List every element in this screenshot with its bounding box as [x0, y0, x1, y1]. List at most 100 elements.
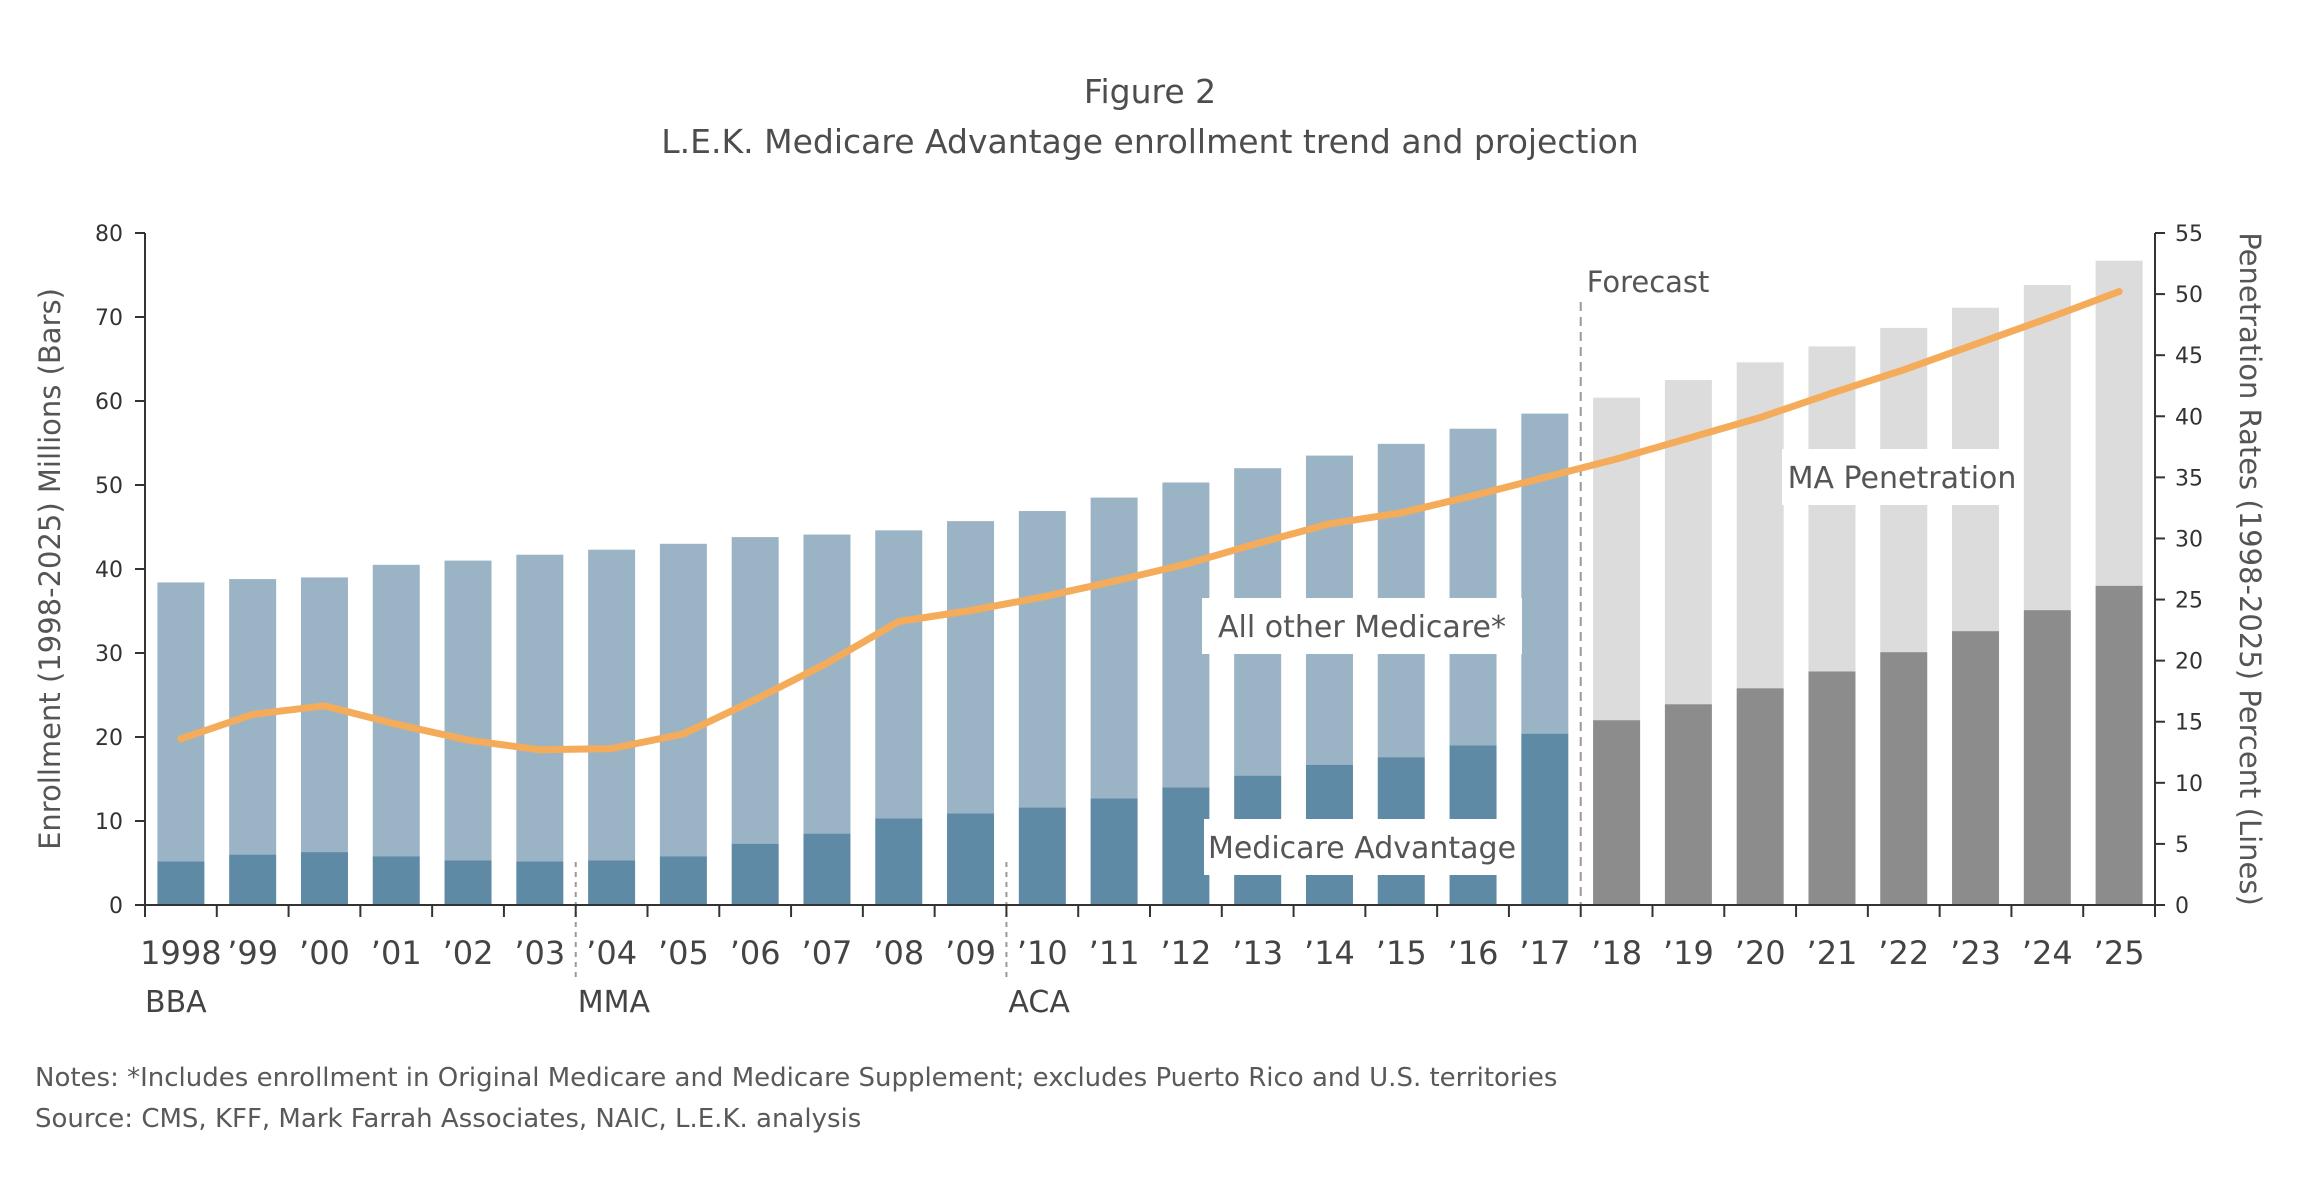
x-tick-label: ’18 [1591, 934, 1642, 972]
penetration-point [679, 730, 687, 738]
penetration-point [1972, 340, 1980, 348]
penetration-point [1900, 366, 1908, 374]
bar-medicare-advantage [1736, 688, 1784, 905]
bar-medicare-advantage [731, 843, 779, 905]
right-tick-label: 30 [2175, 527, 2203, 552]
x-tick-label: ’07 [802, 934, 853, 972]
bar-medicare-advantage [1090, 798, 1138, 905]
notes-block: Notes: *Includes enrollment in Original … [35, 1058, 1557, 1140]
penetration-point [823, 659, 831, 667]
x-tick-label: ’09 [945, 934, 996, 972]
label-medicare-advantage: Medicare Advantage [1208, 831, 1516, 866]
label-ma-penetration: MA Penetration [1788, 461, 2017, 496]
penetration-point [1756, 413, 1764, 421]
x-tick-label: ’15 [1376, 934, 1427, 972]
x-tick-label: ’19 [1663, 934, 1714, 972]
bar-other-medicare [1090, 497, 1138, 799]
bar-medicare-advantage [1880, 652, 1928, 905]
x-tick-label: ’04 [586, 934, 637, 972]
x-tick-label: ’00 [299, 934, 350, 972]
penetration-point [895, 618, 903, 626]
x-tick-label: ’06 [730, 934, 781, 972]
bar-other-medicare [1162, 482, 1210, 788]
x-tick-label: ’24 [2022, 934, 2073, 972]
right-tick-label: 20 [2175, 650, 2203, 675]
x-tick-label: ’12 [1160, 934, 1211, 972]
penetration-point [1684, 434, 1692, 442]
left-tick-label: 60 [95, 390, 123, 415]
penetration-point [1325, 520, 1333, 528]
bar-medicare-advantage [300, 852, 348, 905]
bar-medicare-advantage [444, 860, 492, 905]
x-tick-label: ’17 [1519, 934, 1570, 972]
penetration-point [320, 702, 328, 710]
bar-medicare-advantage [372, 856, 420, 905]
title-block: Figure 2 L.E.K. Medicare Advantage enrol… [0, 68, 2300, 168]
penetration-point [1110, 577, 1118, 585]
bar-medicare-advantage [1593, 720, 1641, 905]
bar-other-medicare [1593, 397, 1641, 721]
penetration-point [608, 745, 616, 753]
figure-label: Figure 2 [1083, 72, 1217, 111]
x-tick-label: ’01 [371, 934, 422, 972]
bar-other-medicare [2023, 285, 2071, 611]
bar-other-medicare [1018, 511, 1066, 808]
right-axis-title: Penetration Rates (1998-2025) Percent (L… [2233, 232, 2267, 906]
right-tick-label: 35 [2175, 466, 2203, 491]
penetration-point [1469, 492, 1477, 500]
x-tick-label: ’10 [1017, 934, 1068, 972]
x-tick-label: ’99 [227, 934, 278, 972]
bar-medicare-advantage [875, 818, 923, 905]
penetration-point [1038, 593, 1046, 601]
x-tick-label: 1998 [140, 934, 221, 972]
bar-medicare-advantage [947, 813, 995, 905]
penetration-point [536, 746, 544, 754]
chart-title: L.E.K. Medicare Advantage enrollment tre… [661, 122, 1639, 161]
x-tick-label: ’05 [658, 934, 709, 972]
penetration-line [177, 288, 2123, 754]
label-all-other-medicare: All other Medicare* [1218, 610, 1506, 645]
right-tick-label: 5 [2175, 833, 2189, 858]
right-tick-label: 25 [2175, 589, 2203, 614]
label-ma-penetration-box [1782, 449, 2022, 505]
x-tick-label: ’16 [1448, 934, 1499, 972]
x-tick-label: ’14 [1304, 934, 1355, 972]
bar-medicare-advantage [1952, 631, 2000, 905]
penetration-point [1541, 473, 1549, 481]
left-tick-label: 50 [95, 474, 123, 499]
right-tick-label: 50 [2175, 283, 2203, 308]
right-tick-label: 0 [2175, 894, 2189, 919]
x-tick-label: ’11 [1089, 934, 1140, 972]
event-label: BBA [145, 985, 207, 1020]
bar-other-medicare [1449, 428, 1497, 746]
penetration-point [1613, 455, 1621, 463]
bar-other-medicare [875, 530, 923, 819]
bar-medicare-advantage [1808, 671, 1856, 905]
left-tick-label: 30 [95, 642, 123, 667]
right-tick-label: 15 [2175, 711, 2203, 736]
right-tick-label: 45 [2175, 344, 2203, 369]
bar-medicare-advantage [588, 860, 636, 905]
right-tick-label: 40 [2175, 405, 2203, 430]
event-label: ACA [1008, 985, 1070, 1020]
bar-medicare-advantage [157, 861, 205, 905]
bar-other-medicare [516, 554, 564, 862]
penetration-point [177, 735, 185, 743]
penetration-point [2043, 315, 2051, 323]
penetration-point [1828, 389, 1836, 397]
left-tick-label: 20 [95, 726, 123, 751]
x-tick-label: ’21 [1807, 934, 1858, 972]
bar-other-medicare [947, 521, 995, 814]
notes-text: Notes: *Includes enrollment in Original … [35, 1063, 1558, 1093]
bar-other-medicare [2095, 260, 2143, 586]
left-tick-label: 10 [95, 810, 123, 835]
event-label: MMA [578, 985, 651, 1020]
bar-other-medicare [1664, 380, 1712, 705]
left-tick-label: 80 [95, 222, 123, 247]
right-tick-label: 55 [2175, 222, 2203, 247]
bar-other-medicare [157, 582, 205, 862]
bar-medicare-advantage [803, 833, 851, 905]
bar-other-medicare [588, 549, 636, 861]
left-axis-title: Enrollment (1998-2025) Millions (Bars) [33, 288, 67, 850]
